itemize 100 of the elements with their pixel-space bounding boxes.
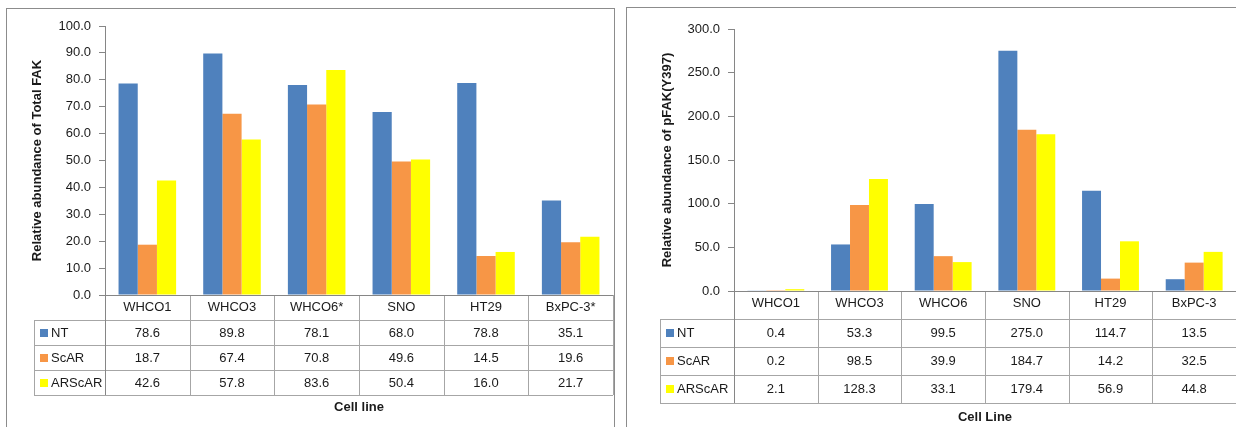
bar	[287, 84, 308, 295]
data-label: 44.8	[1181, 380, 1207, 396]
bar	[118, 83, 138, 295]
bar	[241, 139, 261, 295]
x-tick-label: BxPC-3*	[545, 299, 596, 315]
bar	[998, 50, 1018, 291]
data-label: 53.3	[846, 324, 873, 340]
data-label: 70.8	[304, 349, 330, 365]
bar	[1082, 190, 1102, 291]
y-tick-label: 0.0	[701, 282, 720, 298]
bar	[203, 53, 223, 295]
data-label: 83.6	[304, 374, 330, 390]
x-tick-label: WHCO6	[918, 295, 968, 311]
bar	[391, 161, 411, 295]
y-tick-label: 70.0	[65, 98, 91, 114]
legend-label: ARScAR	[51, 374, 103, 390]
y-tick-label: 100.0	[687, 195, 720, 211]
y-tick-label: 40.0	[65, 178, 91, 194]
bar	[1165, 279, 1185, 291]
bar	[1184, 262, 1204, 291]
y-tick-label: 250.0	[687, 64, 720, 80]
x-tick-label: WHCO1	[123, 299, 172, 315]
bar	[372, 112, 392, 295]
data-label: 13.5	[1181, 324, 1207, 340]
data-label: 33.1	[930, 380, 956, 396]
bar	[476, 256, 496, 295]
data-label: 0.2	[766, 352, 785, 368]
data-label: 128.3	[843, 380, 876, 396]
data-label: 275.0	[1010, 324, 1044, 340]
data-label: 68.0	[388, 324, 414, 340]
bar	[495, 251, 515, 295]
y-axis-title: Relative abundance of pFAK(Y397)	[659, 52, 675, 268]
y-tick-label: 150.0	[687, 151, 720, 167]
legend-label: NT	[677, 324, 695, 340]
bar	[326, 70, 346, 295]
bar	[831, 244, 851, 291]
bar	[1119, 241, 1139, 291]
bar	[457, 83, 477, 295]
x-tick-label: BxPC-3	[1171, 295, 1217, 311]
bar	[952, 262, 972, 291]
data-label: 42.6	[134, 374, 160, 390]
data-label: 56.9	[1097, 380, 1124, 396]
bar	[222, 113, 242, 295]
data-label: 184.7	[1010, 352, 1044, 368]
bar	[1017, 129, 1037, 291]
y-tick-label: 20.0	[65, 232, 91, 248]
bar	[1036, 134, 1056, 291]
y-tick-label: 0.0	[72, 286, 91, 302]
data-label: 99.5	[930, 324, 956, 340]
data-label: 2.1	[766, 380, 785, 396]
bar	[156, 180, 177, 295]
legend-label: ScAR	[677, 352, 711, 368]
data-label: 14.5	[473, 349, 499, 365]
x-tick-label: SNO	[387, 299, 416, 315]
bar	[580, 236, 600, 295]
data-label: 39.9	[930, 352, 956, 368]
bar	[410, 159, 431, 295]
bar	[850, 204, 869, 291]
legend-label: ARScAR	[677, 380, 729, 396]
x-tick-label: HT29	[470, 299, 502, 315]
data-label: 19.6	[558, 349, 584, 365]
data-label: 78.8	[473, 324, 499, 340]
x-tick-label: HT29	[1094, 295, 1127, 311]
bar	[1203, 251, 1223, 291]
x-tick-label: WHCO3	[207, 299, 257, 315]
y-tick-label: 100.0	[58, 17, 91, 33]
y-tick-label: 50.0	[65, 152, 91, 168]
data-label: 49.6	[388, 349, 414, 365]
bar	[137, 244, 157, 295]
x-tick-label: SNO	[1012, 295, 1041, 311]
data-label: 67.4	[219, 349, 245, 365]
y-tick-label: 10.0	[65, 259, 91, 275]
data-label: 14.2	[1097, 352, 1124, 368]
data-label: 179.4	[1010, 380, 1044, 396]
legend-label: NT	[51, 324, 69, 340]
data-label: 114.7	[1094, 324, 1127, 340]
data-label: 35.1	[558, 324, 584, 340]
data-label: 21.7	[558, 374, 584, 390]
x-axis-title: Cell Line	[957, 408, 1013, 424]
data-label: 0.4	[766, 324, 785, 340]
y-tick-label: 300.0	[687, 20, 720, 36]
x-tick-label: WHCO6*	[289, 299, 344, 315]
x-axis-title: Cell line	[334, 398, 384, 414]
bar	[1101, 278, 1120, 291]
bar	[307, 104, 327, 295]
bar	[561, 242, 581, 295]
y-tick-label: 200.0	[687, 107, 720, 123]
y-tick-label: 50.0	[694, 238, 720, 254]
y-axis-title: Relative abundance of Total FAK	[29, 59, 45, 262]
data-label: 57.8	[219, 374, 245, 390]
bar	[933, 256, 953, 291]
data-label: 98.5	[846, 352, 873, 368]
data-label: 78.1	[304, 324, 330, 340]
data-label: 78.6	[134, 324, 160, 340]
data-label: 16.0	[473, 374, 499, 390]
x-tick-label: WHCO1	[751, 295, 801, 311]
bar	[868, 178, 888, 291]
data-label: 50.4	[388, 374, 414, 390]
data-label: 89.8	[219, 324, 245, 340]
y-tick-label: 30.0	[65, 205, 91, 221]
